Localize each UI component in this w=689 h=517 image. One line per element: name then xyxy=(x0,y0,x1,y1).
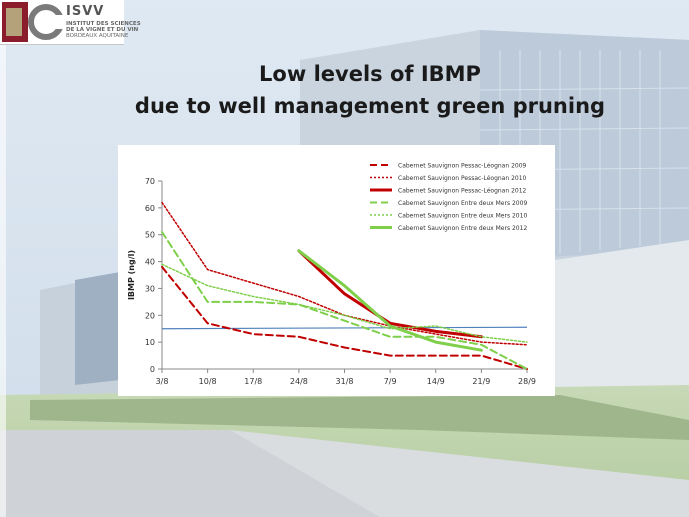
legend-label-4: Cabernet Sauvignon Entre deux Mers 2009 xyxy=(398,200,527,207)
y-tick-label: 10 xyxy=(145,338,155,347)
ibmp-line-chart: 0 10 20 30 40 50 60 70 3/8 10/8 17/8 24/8 31/8 7/9 14/… xyxy=(127,163,536,387)
legend-label-5: Cabernet Sauvignon Entre deux Mers 2010 xyxy=(398,213,527,220)
x-tick-label: 17/8 xyxy=(244,377,262,386)
y-tick-label: 60 xyxy=(145,204,155,213)
x-tick-label: 3/8 xyxy=(156,377,169,386)
x-tick-label: 10/8 xyxy=(199,377,217,386)
series-line-2 xyxy=(161,201,528,346)
logo-name: ISVV xyxy=(66,4,105,19)
x-tick-label: 24/8 xyxy=(290,377,308,386)
y-tick-label: 20 xyxy=(145,311,155,320)
logo-line-2: DE LA VIGNE ET DU VIN xyxy=(66,27,139,33)
slide-title-line-1: Low levels of IBMP xyxy=(259,62,481,86)
legend-label-2: Cabernet Sauvignon Pessac-Léognan 2010 xyxy=(398,175,527,182)
legend-label-3: Cabernet Sauvignon Pessac-Léognan 2012 xyxy=(398,188,527,195)
x-tick-label: 14/9 xyxy=(427,377,445,386)
logo-emblem-icon xyxy=(2,2,64,42)
x-tick-label: 21/9 xyxy=(472,377,490,386)
slide-title-line-2: due to well management green pruning xyxy=(134,94,606,118)
logo-line-1: INSTITUT DES SCIENCES xyxy=(66,21,141,27)
legend-label-1: Cabernet Sauvignon Pessac-Léognan 2009 xyxy=(398,163,527,170)
x-tick-label: 28/9 xyxy=(518,377,536,386)
series-line-4 xyxy=(161,231,528,370)
logo-line-3: BORDEAUX AQUITAINE xyxy=(66,33,129,39)
isvv-logo: ISVV INSTITUT DES SCIENCES DE LA VIGNE E… xyxy=(0,0,141,45)
legend-label-6: Cabernet Sauvignon Entre deux Mers 2012 xyxy=(398,225,527,232)
y-tick-label: 0 xyxy=(150,365,155,374)
y-tick-label: 30 xyxy=(145,284,155,293)
series-line-1 xyxy=(161,265,528,370)
series-line-3 xyxy=(297,249,483,339)
y-tick-label: 40 xyxy=(145,258,155,267)
y-tick-label: 50 xyxy=(145,231,155,240)
series-line-6 xyxy=(297,249,483,352)
y-tick-label: 70 xyxy=(145,177,155,186)
chart-panel: 0 10 20 30 40 50 60 70 3/8 10/8 17/8 24/8 31/8 7/9 14/… xyxy=(118,145,555,396)
series-line-5 xyxy=(161,263,528,343)
x-tick-label: 7/9 xyxy=(384,377,397,386)
threshold-line xyxy=(161,326,528,330)
y-axis-title: IBMP (ng/l) xyxy=(127,250,136,300)
x-tick-label: 31/8 xyxy=(336,377,354,386)
